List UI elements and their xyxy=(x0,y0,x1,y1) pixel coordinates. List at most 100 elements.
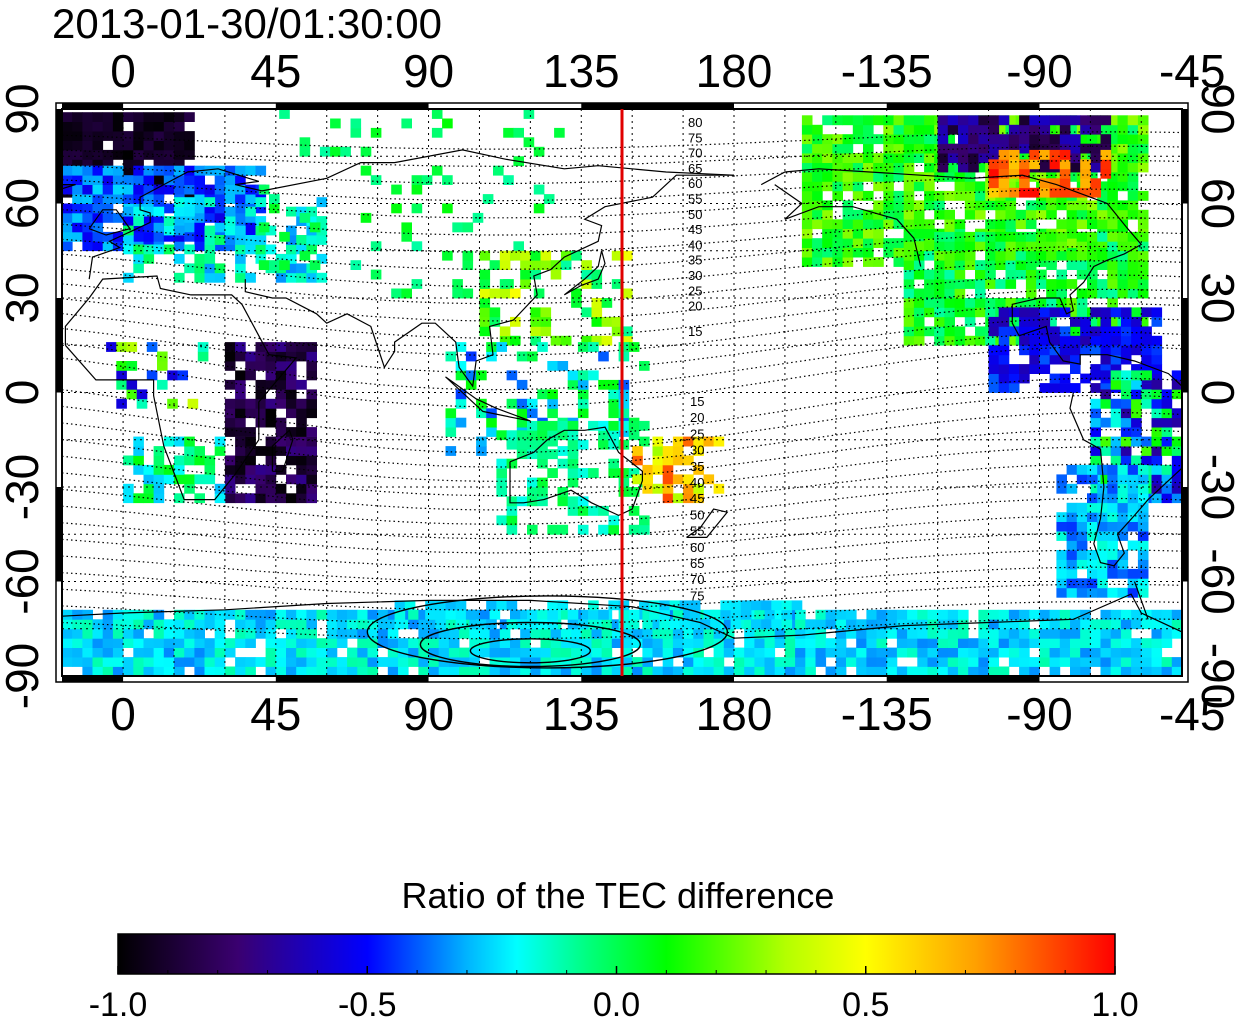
tec-cell xyxy=(1097,483,1108,494)
tec-cell xyxy=(143,165,155,176)
tec-cell xyxy=(72,619,83,630)
tec-cell xyxy=(1107,464,1118,475)
tec-cell xyxy=(163,638,175,648)
tec-cell xyxy=(214,638,226,648)
tec-cell xyxy=(903,288,915,299)
tec-cell xyxy=(1120,455,1132,466)
latitude-tick-label: 90 xyxy=(0,83,48,134)
tec-cell xyxy=(927,666,939,676)
tec-cell xyxy=(863,124,874,135)
tec-cell xyxy=(72,231,83,242)
tec-cell xyxy=(82,121,93,132)
latitude-tick-label: -30 xyxy=(0,454,48,520)
tec-cell xyxy=(1039,383,1051,393)
tec-cell xyxy=(360,146,372,157)
tec-cell xyxy=(499,335,511,346)
tec-cell xyxy=(601,657,613,667)
tec-cell xyxy=(683,666,694,676)
tec-cell xyxy=(913,288,925,299)
tec-cell xyxy=(1117,134,1129,145)
tec-cell xyxy=(286,427,297,437)
tec-cell xyxy=(112,647,124,658)
tec-cell xyxy=(988,364,1000,374)
tec-cell xyxy=(214,666,226,676)
tec-cell xyxy=(92,159,104,170)
tec-cell xyxy=(153,140,165,151)
longitude-tick-label: 135 xyxy=(543,45,620,97)
tec-cell xyxy=(1070,115,1081,126)
tec-cell xyxy=(163,647,175,658)
tec-cell xyxy=(306,446,317,456)
tec-cell xyxy=(184,446,195,456)
tec-cell xyxy=(245,361,256,371)
tec-cell xyxy=(1127,115,1139,126)
tec-cell xyxy=(92,647,104,658)
tec-cell xyxy=(1039,134,1051,145)
tec-cell xyxy=(455,389,467,400)
tec-cell xyxy=(1117,162,1129,173)
tec-cell xyxy=(557,420,569,431)
tec-cell xyxy=(286,244,297,255)
tec-cell xyxy=(683,657,694,667)
tec-cell xyxy=(153,483,165,494)
tec-cell xyxy=(1008,609,1020,620)
tec-cell xyxy=(1120,370,1132,381)
tec-cell xyxy=(1097,578,1108,589)
tec-cell xyxy=(1117,172,1129,182)
tec-cell xyxy=(133,140,144,151)
tec-cell xyxy=(489,609,501,620)
contour-label: 65 xyxy=(690,556,704,571)
tec-cell xyxy=(1141,647,1152,658)
tec-cell xyxy=(499,619,511,630)
tec-cell xyxy=(265,225,277,236)
tec-cell xyxy=(123,184,134,195)
tec-cell xyxy=(1151,483,1163,494)
tec-cell xyxy=(1131,417,1142,428)
tec-cell xyxy=(224,483,236,494)
tec-cell xyxy=(163,436,175,447)
tec-cell xyxy=(1141,354,1152,365)
tec-cell xyxy=(1019,316,1030,327)
tec-cell xyxy=(944,298,955,308)
tec-cell xyxy=(92,666,104,676)
tec-cell xyxy=(856,666,867,676)
tec-cell xyxy=(1100,326,1112,337)
tec-cell xyxy=(153,657,165,667)
tec-cell xyxy=(133,647,144,658)
tec-cell xyxy=(1100,115,1112,126)
tec-cell xyxy=(744,657,755,667)
tec-cell xyxy=(1059,609,1071,620)
tec-cell xyxy=(184,609,195,620)
tec-cell xyxy=(611,326,623,337)
tec-cell xyxy=(527,524,538,535)
tec-cell xyxy=(1137,512,1149,522)
tec-cell xyxy=(143,253,155,264)
tec-cell xyxy=(988,609,1000,620)
tec-cell xyxy=(825,638,837,648)
tec-cell xyxy=(998,619,1010,630)
tec-cell xyxy=(964,279,976,289)
tec-cell xyxy=(133,184,144,195)
tec-cell xyxy=(1097,288,1108,299)
tec-cell xyxy=(174,493,185,504)
tec-cell xyxy=(978,124,989,135)
tec-cell xyxy=(713,483,725,494)
tec-cell xyxy=(1029,326,1040,337)
tec-cell xyxy=(998,345,1010,356)
tec-cell xyxy=(102,165,114,176)
tec-cell xyxy=(357,647,368,658)
tec-cell xyxy=(1161,446,1173,456)
tec-cell xyxy=(275,666,287,676)
tec-cell xyxy=(184,140,195,151)
tec-cell xyxy=(913,335,925,346)
tec-cell xyxy=(1137,260,1149,270)
tec-cell xyxy=(995,200,1006,211)
tec-cell xyxy=(1059,657,1071,667)
coastline xyxy=(64,275,298,501)
tec-cell xyxy=(72,112,83,122)
tec-cell xyxy=(224,175,236,185)
tec-cell xyxy=(683,609,694,620)
tec-cell xyxy=(275,253,287,264)
tec-cell xyxy=(1131,455,1142,466)
tec-cell xyxy=(591,298,603,308)
